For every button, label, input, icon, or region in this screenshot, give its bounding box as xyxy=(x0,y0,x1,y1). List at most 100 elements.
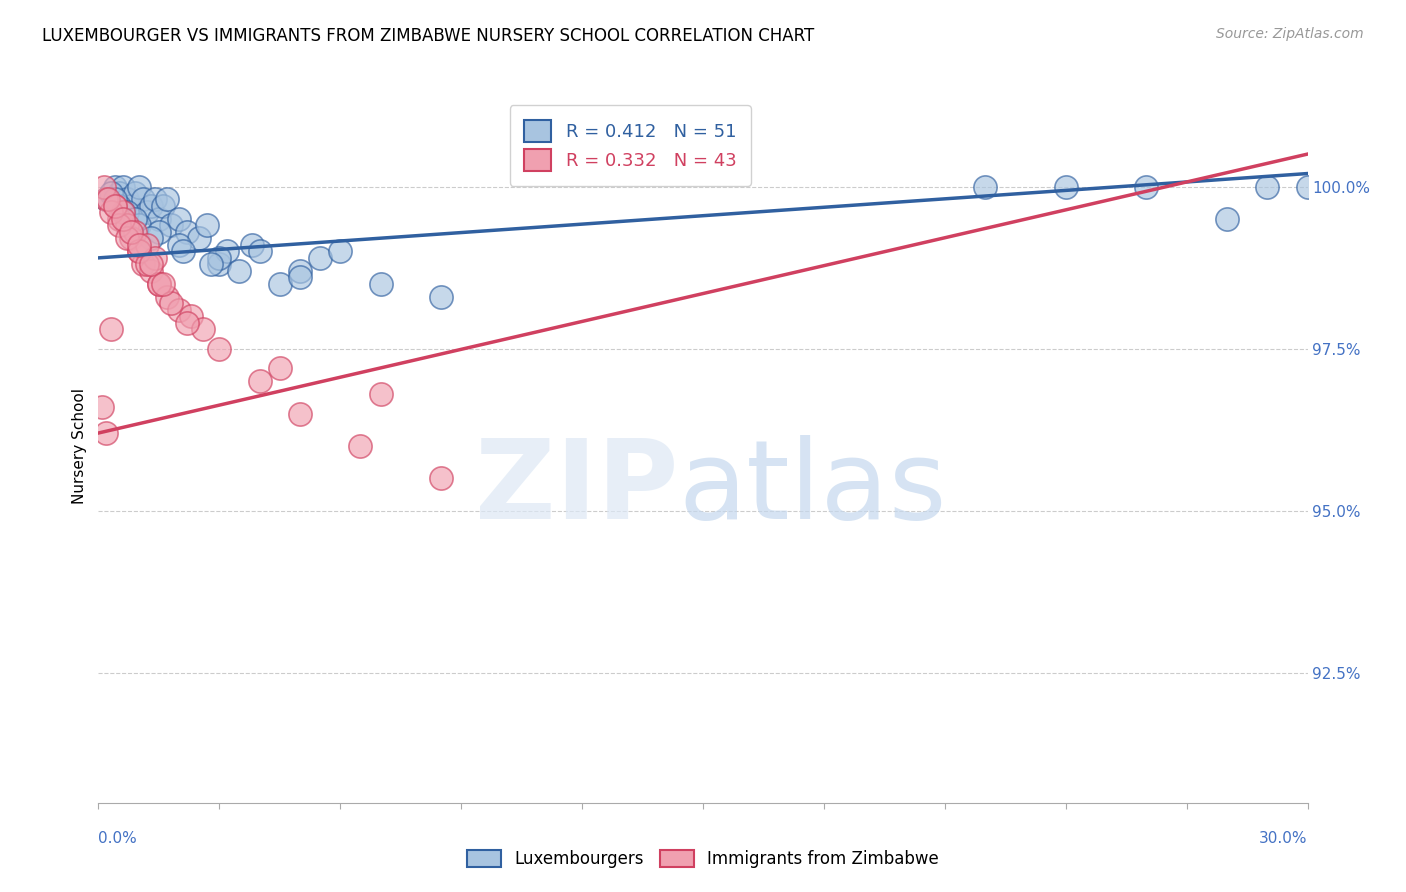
Point xyxy=(249,374,271,388)
Point xyxy=(111,205,134,219)
Point xyxy=(1054,179,1077,194)
Point xyxy=(195,219,218,233)
Point xyxy=(139,199,162,213)
Point xyxy=(167,238,190,252)
Point xyxy=(269,361,291,376)
Legend: Luxembourgers, Immigrants from Zimbabwe: Luxembourgers, Immigrants from Zimbabwe xyxy=(461,843,945,875)
Point xyxy=(97,193,120,207)
Point xyxy=(974,179,997,194)
Point xyxy=(370,277,392,291)
Point xyxy=(135,238,157,252)
Point xyxy=(1256,179,1278,194)
Text: Source: ZipAtlas.com: Source: ZipAtlas.com xyxy=(1216,27,1364,41)
Point xyxy=(107,211,129,226)
Point xyxy=(148,211,170,226)
Point xyxy=(176,225,198,239)
Text: atlas: atlas xyxy=(679,435,948,542)
Point xyxy=(120,225,142,239)
Point xyxy=(139,231,162,245)
Point xyxy=(172,244,194,259)
Point xyxy=(269,277,291,291)
Point xyxy=(208,257,231,271)
Point xyxy=(240,238,263,252)
Point xyxy=(115,219,138,233)
Point xyxy=(288,264,311,278)
Point xyxy=(91,400,114,414)
Point xyxy=(128,219,150,233)
Point xyxy=(100,205,122,219)
Point xyxy=(103,179,125,194)
Point xyxy=(132,257,155,271)
Point xyxy=(107,186,129,200)
Point xyxy=(430,471,453,485)
Point xyxy=(152,199,174,213)
Point xyxy=(152,277,174,291)
Text: LUXEMBOURGER VS IMMIGRANTS FROM ZIMBABWE NURSERY SCHOOL CORRELATION CHART: LUXEMBOURGER VS IMMIGRANTS FROM ZIMBABWE… xyxy=(42,27,814,45)
Point xyxy=(1135,179,1157,194)
Point xyxy=(160,296,183,310)
Text: ZIP: ZIP xyxy=(475,435,679,542)
Point xyxy=(167,211,190,226)
Point xyxy=(107,219,129,233)
Point xyxy=(100,186,122,200)
Point xyxy=(329,244,352,259)
Point xyxy=(100,322,122,336)
Point xyxy=(115,205,138,219)
Point xyxy=(115,231,138,245)
Point xyxy=(96,193,118,207)
Point xyxy=(148,277,170,291)
Text: 30.0%: 30.0% xyxy=(1260,831,1308,847)
Point xyxy=(111,211,134,226)
Point xyxy=(143,251,166,265)
Point xyxy=(139,264,162,278)
Point xyxy=(249,244,271,259)
Point xyxy=(309,251,332,265)
Point xyxy=(143,193,166,207)
Point xyxy=(139,257,162,271)
Point xyxy=(96,425,118,440)
Point xyxy=(180,310,202,324)
Point xyxy=(228,264,250,278)
Point xyxy=(115,193,138,207)
Point xyxy=(107,199,129,213)
Point xyxy=(111,205,134,219)
Point xyxy=(217,244,239,259)
Point xyxy=(103,199,125,213)
Point xyxy=(124,225,146,239)
Point xyxy=(1296,179,1319,194)
Point xyxy=(160,219,183,233)
Point xyxy=(208,342,231,356)
Point xyxy=(128,238,150,252)
Point xyxy=(148,277,170,291)
Point xyxy=(156,290,179,304)
Point xyxy=(103,199,125,213)
Point xyxy=(111,179,134,194)
Point xyxy=(288,270,311,285)
Point xyxy=(120,231,142,245)
Y-axis label: Nursery School: Nursery School xyxy=(72,388,87,504)
Point xyxy=(288,407,311,421)
Point xyxy=(120,199,142,213)
Point xyxy=(128,244,150,259)
Point xyxy=(1216,211,1239,226)
Legend: R = 0.412   N = 51, R = 0.332   N = 43: R = 0.412 N = 51, R = 0.332 N = 43 xyxy=(510,105,751,186)
Point xyxy=(124,211,146,226)
Point xyxy=(349,439,371,453)
Point xyxy=(124,186,146,200)
Point xyxy=(96,193,118,207)
Point xyxy=(103,193,125,207)
Point xyxy=(208,251,231,265)
Text: 0.0%: 0.0% xyxy=(98,831,138,847)
Point xyxy=(430,290,453,304)
Point xyxy=(132,193,155,207)
Point xyxy=(188,231,211,245)
Point xyxy=(200,257,222,271)
Point xyxy=(370,387,392,401)
Point xyxy=(135,205,157,219)
Point xyxy=(128,179,150,194)
Point xyxy=(193,322,215,336)
Point xyxy=(167,302,190,317)
Point xyxy=(128,244,150,259)
Point xyxy=(176,316,198,330)
Point xyxy=(93,179,115,194)
